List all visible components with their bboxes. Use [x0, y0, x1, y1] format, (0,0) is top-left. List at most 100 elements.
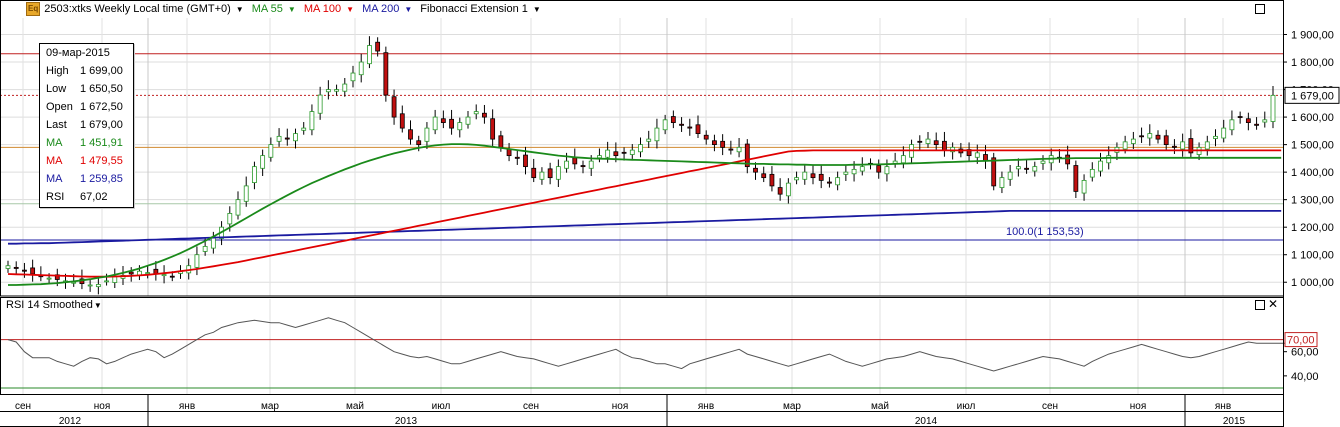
- info-label: Low: [46, 83, 67, 95]
- info-value: 1 650,50: [80, 83, 123, 95]
- info-value: 1 259,85: [80, 173, 123, 185]
- info-label: MA: [46, 155, 63, 167]
- candle-body: [432, 116, 438, 131]
- month-label: сен: [1042, 401, 1058, 412]
- info-value: 67,02: [80, 191, 108, 203]
- info-row: RSI 67,02: [46, 188, 133, 206]
- candle-body: [1081, 179, 1087, 194]
- year-label: 2012: [59, 416, 82, 427]
- candle-body: [301, 127, 307, 131]
- year-label: 2013: [395, 416, 418, 427]
- info-date: 09-мар-2015: [46, 47, 110, 59]
- candle-body: [268, 144, 274, 158]
- candlestick-series: [5, 36, 1276, 295]
- candle-body: [638, 144, 643, 153]
- data-window: 09-мар-2015 High 1 699,00 Low 1 650,50 Open 1…: [39, 43, 134, 208]
- info-row: MA 1 479,55: [46, 152, 133, 170]
- candle-body: [613, 151, 619, 157]
- month-label: ноя: [1130, 401, 1147, 412]
- candle-body: [629, 149, 635, 155]
- candle-body: [473, 111, 479, 115]
- month-label: янв: [698, 401, 714, 412]
- ma55-legend[interactable]: MA 55 ▼: [251, 3, 296, 15]
- month-label: июл: [957, 401, 976, 412]
- candle-body: [325, 89, 331, 93]
- dropdown-arrow-icon: ▼: [346, 5, 355, 14]
- candle-body: [1221, 127, 1227, 139]
- maximize-icon[interactable]: [1255, 4, 1265, 14]
- ma200-legend[interactable]: MA 200 ▼: [362, 3, 413, 15]
- candle-body: [974, 152, 980, 158]
- candle-body: [490, 118, 496, 140]
- candle-body: [1007, 171, 1013, 180]
- candle-body: [605, 149, 611, 158]
- price-tick-label: 1 600,00: [1291, 112, 1334, 124]
- dropdown-arrow-icon: ▼: [532, 5, 541, 14]
- fibonacci-legend[interactable]: Fibonacci Extension 1 ▼: [420, 3, 541, 15]
- candle-body: [514, 156, 520, 159]
- info-value: 1 679,00: [80, 119, 123, 131]
- rsi-line: [7, 317, 1315, 372]
- candle-body: [859, 166, 865, 172]
- candle-body: [227, 213, 233, 225]
- candle-body: [383, 52, 389, 96]
- candle-body: [917, 140, 923, 143]
- candle-body: [342, 83, 348, 92]
- candle-body: [761, 173, 767, 179]
- candle-body: [1155, 134, 1161, 140]
- candle-body: [802, 171, 808, 180]
- candle-body: [999, 177, 1005, 188]
- month-label: янв: [179, 401, 195, 412]
- month-label: янв: [1215, 401, 1231, 412]
- candle-body: [5, 265, 11, 269]
- candle-body: [87, 284, 93, 287]
- ma200-line: [8, 209, 1282, 245]
- candle-body: [30, 267, 36, 275]
- candle-body: [391, 96, 397, 118]
- candle-body: [449, 118, 454, 129]
- instrument-title[interactable]: 2503:xtks Weekly Local time (GMT+0) ▼: [44, 3, 244, 15]
- info-label: Last: [46, 119, 67, 131]
- candle-body: [851, 168, 857, 175]
- grid-lines: [0, 18, 1283, 394]
- candle-body: [1065, 154, 1071, 165]
- candle-body: [744, 143, 750, 168]
- candle-body: [580, 165, 586, 168]
- candle-body: [1040, 160, 1046, 164]
- candle-body: [1180, 141, 1186, 150]
- info-row: MA 1 451,91: [46, 134, 133, 152]
- ma55-line: [8, 143, 1282, 286]
- candle-body: [728, 148, 734, 151]
- candle-body: [161, 274, 167, 277]
- month-label: сен: [15, 401, 31, 412]
- rsi-maximize-icon[interactable]: [1255, 300, 1265, 310]
- info-value: 1 699,00: [80, 65, 123, 77]
- ma100-legend[interactable]: MA 100 ▼: [303, 3, 355, 15]
- candle-body: [884, 166, 890, 175]
- candle-body: [1163, 135, 1169, 146]
- info-label: Open: [46, 101, 73, 113]
- info-row: MA 1 259,85: [46, 170, 133, 188]
- last-price-label: 1 679,00: [1291, 90, 1334, 102]
- candle-body: [169, 275, 175, 278]
- candle-body: [843, 171, 849, 175]
- rsi-panel-frame: [0, 297, 1284, 395]
- candle-body: [128, 271, 134, 275]
- candle-body: [1262, 119, 1268, 123]
- rsi-series: [0, 317, 1315, 389]
- rsi-panel-title[interactable]: RSI 14 Smoothed▼: [6, 299, 102, 311]
- price-tick-label: 1 800,00: [1291, 57, 1334, 69]
- candle-body: [317, 94, 323, 114]
- candle-body: [375, 41, 381, 52]
- candle-body: [1254, 123, 1259, 126]
- candle-body: [46, 277, 52, 280]
- candle-body: [695, 124, 701, 135]
- candle-body: [457, 122, 463, 131]
- candle-body: [1015, 166, 1021, 170]
- candle-body: [646, 138, 652, 142]
- price-tick-label: 1 200,00: [1291, 222, 1334, 234]
- rsi-close-icon[interactable]: ✕: [1268, 297, 1279, 311]
- candle-body: [794, 177, 799, 181]
- candle-body: [1270, 94, 1276, 122]
